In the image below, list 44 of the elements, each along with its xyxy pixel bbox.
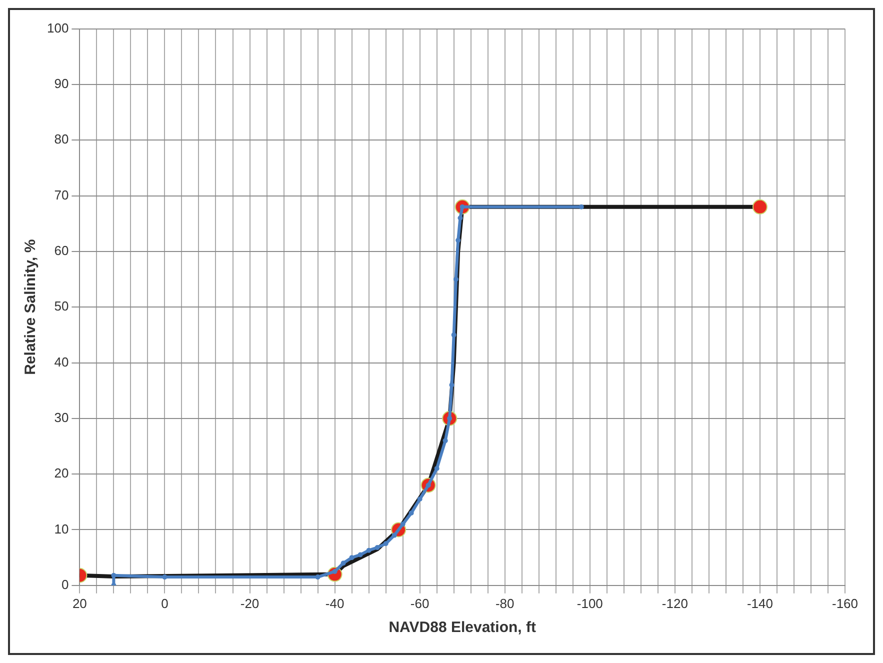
point	[349, 555, 354, 560]
y-tick-label: 30	[54, 410, 69, 425]
x-tick-label: -120	[662, 596, 688, 611]
y-axis-title: Relative Salinity, %	[22, 239, 40, 375]
point	[383, 541, 388, 546]
point	[366, 548, 372, 553]
point	[578, 204, 584, 210]
x-tick-label: -40	[325, 596, 344, 611]
point	[400, 522, 406, 527]
point	[442, 438, 448, 444]
y-tick-label: 100	[46, 20, 69, 36]
y-tick-label: 70	[54, 187, 69, 202]
y-tick-label: 50	[54, 298, 69, 314]
x-tick-label: -60	[410, 596, 430, 611]
y-tick-label: 10	[54, 521, 69, 536]
point	[456, 238, 461, 243]
point	[374, 545, 380, 550]
x-tick-label: -80	[495, 596, 514, 611]
point	[453, 276, 458, 282]
point	[451, 332, 456, 338]
point	[358, 552, 363, 558]
point	[111, 572, 116, 578]
y-tick-label: 0	[61, 576, 69, 592]
point	[752, 199, 768, 214]
y-tick-label: 90	[54, 76, 69, 92]
x-tick-label: -140	[746, 596, 773, 611]
x-tick-label: -20	[240, 596, 260, 611]
point	[417, 496, 422, 502]
point	[392, 532, 397, 538]
x-tick-label: 0	[161, 596, 168, 611]
x-tick-label: -160	[832, 596, 858, 611]
point	[162, 574, 168, 580]
x-tick-label: -100	[576, 596, 603, 611]
x-tick-label: 20	[72, 596, 87, 611]
point	[332, 568, 338, 574]
point	[315, 574, 320, 580]
point	[434, 466, 440, 472]
x-axis-title: NAVD88 Elevation, ft	[388, 619, 536, 636]
point	[408, 510, 414, 516]
y-tick-label: 20	[54, 466, 69, 481]
y-tick-label: 60	[54, 243, 69, 258]
y-tick-label: 40	[54, 354, 69, 370]
point	[340, 560, 346, 566]
y-tick-label: 80	[54, 132, 69, 147]
